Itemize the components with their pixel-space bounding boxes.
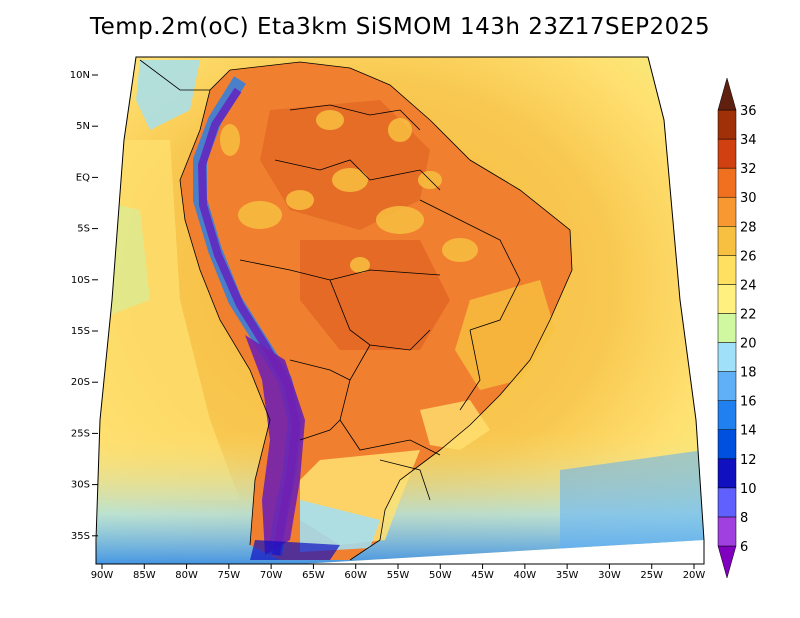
- colorbar-swatch: [717, 313, 737, 343]
- lat-tick-label: 30S: [71, 480, 90, 491]
- andes-blue-south: [250, 540, 340, 560]
- lon-tick-label: 40W: [514, 570, 537, 581]
- colorbar-label: 28: [740, 220, 757, 235]
- lat-tick-label: EQ: [76, 172, 90, 183]
- central-hot-patch: [300, 240, 450, 350]
- lon-tick-label: 20W: [683, 570, 706, 581]
- lon-tick-label: 30W: [598, 570, 621, 581]
- colorbar-swatch: [717, 109, 737, 140]
- andes-purple-fill: [245, 335, 305, 555]
- colorbar-label: 12: [740, 453, 757, 468]
- colorbar-label: 22: [740, 307, 757, 322]
- colorbar-swatch: [717, 255, 737, 285]
- colorbar-swatch: [717, 458, 737, 489]
- lon-tick-label: 65W: [302, 570, 325, 581]
- lon-tick-label: 50W: [429, 570, 452, 581]
- southeast-cool: [560, 450, 704, 550]
- lat-tick-label: 5S: [77, 224, 90, 235]
- colorbar-label: 26: [740, 249, 757, 264]
- country-borders: [139, 59, 573, 561]
- colorbar-swatch: [717, 400, 737, 430]
- lat-tick-label: 10S: [71, 275, 90, 286]
- colorbar-label: 32: [740, 162, 757, 177]
- colorbar-label: 10: [740, 482, 757, 497]
- lat-tick-label: 20S: [71, 377, 90, 388]
- colorbar: 6 8 10 12 14 16 18 20 22 24 26 28 30 32 34 36: [717, 77, 757, 579]
- plot-area: [96, 57, 704, 564]
- lon-tick-label: 85W: [133, 570, 156, 581]
- colorbar-label: 14: [740, 424, 757, 439]
- colorbar-label: 34: [740, 133, 757, 148]
- lon-tick-label: 55W: [387, 570, 410, 581]
- colorbar-label: 8: [740, 511, 748, 526]
- colorbar-label: 6: [740, 540, 748, 555]
- colorbar-low-arrow: [717, 545, 737, 579]
- colorbar-swatch: [717, 342, 737, 372]
- lon-tick-label: 75W: [218, 570, 241, 581]
- colorbar-label: 20: [740, 337, 757, 352]
- colorbar-label: 18: [740, 366, 757, 381]
- colorbar-label: 30: [740, 191, 757, 206]
- colorbar-swatch: [717, 516, 737, 547]
- colorbar-swatch: [717, 196, 737, 227]
- nw-pacific-cool: [136, 60, 200, 130]
- colorbar-label: 24: [740, 278, 757, 293]
- lon-tick-label: 90W: [91, 570, 114, 581]
- lon-tick-label: 25W: [640, 570, 663, 581]
- colorbar-swatch: [717, 371, 737, 401]
- colorbar-swatch: [717, 284, 737, 314]
- colorbar-swatch: [717, 167, 737, 198]
- southeast-brazil-mild: [420, 400, 490, 450]
- latitude-axis: 10N 5N EQ 5S 10S 15S 20S 25S 30S 35S: [70, 70, 98, 542]
- lon-tick-label: 35W: [556, 570, 579, 581]
- colorbar-swatch: [717, 429, 737, 460]
- lon-tick-label: 60W: [344, 570, 367, 581]
- colorbar-swatch: [717, 487, 737, 518]
- colorbar-swatch: [717, 226, 737, 256]
- colorbar-swatch: [717, 138, 737, 169]
- patagonia-cool: [300, 500, 380, 552]
- lat-tick-label: 15S: [71, 326, 90, 337]
- map-title: Temp.2m(oC) Eta3km SiSMOM 143h 23Z17SEP2…: [89, 14, 711, 40]
- lon-tick-label: 80W: [175, 570, 198, 581]
- lon-tick-label: 70W: [260, 570, 283, 581]
- plot-frame: [95, 56, 705, 565]
- lat-tick-label: 5N: [76, 121, 90, 132]
- lon-tick-label: 45W: [471, 570, 494, 581]
- colorbar-high-arrow: [717, 77, 737, 111]
- lat-tick-label: 25S: [71, 428, 90, 439]
- longitude-axis: 90W 85W 80W 75W 70W 65W 60W 55W 50W 45W 40W 35W 30W 2…: [91, 564, 706, 581]
- colorbar-label: 36: [740, 104, 757, 119]
- east-brazil-cooler: [455, 280, 555, 390]
- colorbar-label: 16: [740, 395, 757, 410]
- lat-tick-label: 35S: [71, 531, 90, 542]
- lat-tick-label: 10N: [70, 70, 90, 81]
